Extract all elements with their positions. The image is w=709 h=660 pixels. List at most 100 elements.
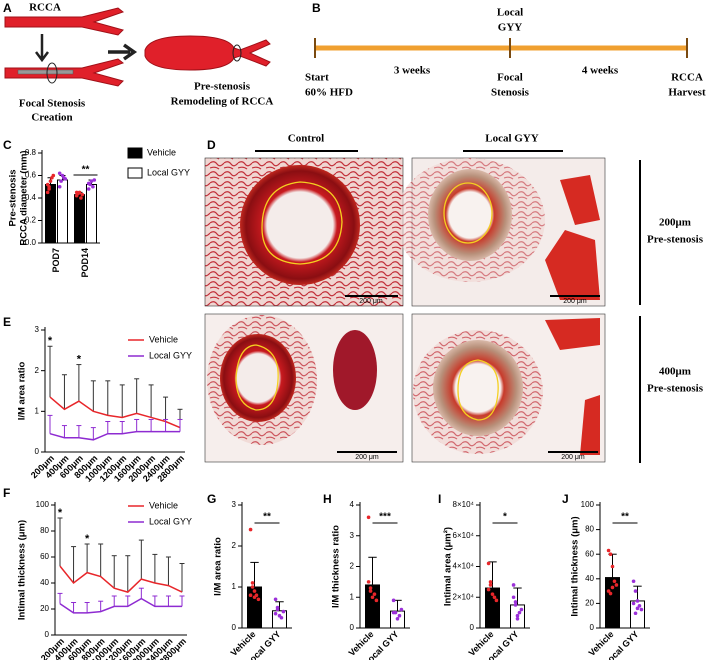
data-point [86, 187, 91, 191]
data-point [370, 595, 375, 600]
y-tick-label: 3 [35, 325, 40, 334]
timeline-label: Focal [497, 72, 523, 84]
data-point [395, 616, 400, 621]
data-point [92, 178, 97, 182]
data-point [519, 607, 524, 612]
timeline-label: Start [305, 72, 329, 84]
data-point [511, 595, 516, 600]
significance-label: * [85, 533, 90, 545]
data-point [57, 171, 62, 176]
row-label: 400μm [659, 366, 691, 378]
suture [232, 44, 242, 62]
timeline-label: GYY [498, 22, 523, 34]
arrow [108, 43, 138, 61]
suture [46, 62, 58, 84]
data-point [637, 604, 642, 608]
y-tick-label: 60 [40, 552, 49, 561]
panel-label: E [3, 315, 11, 329]
scale-bar-label: 200 μm [563, 298, 587, 305]
data-point [256, 597, 261, 602]
data-point [273, 611, 278, 616]
significance-label: ** [82, 165, 90, 176]
data-point [486, 587, 491, 592]
data-point [511, 583, 516, 587]
data-point [63, 177, 68, 181]
line-series [49, 396, 181, 429]
panel-d: D Control Local GYY 200 μm 200 μm 200 μm… [204, 133, 704, 463]
bar [247, 586, 262, 629]
data-point [488, 580, 493, 584]
data-point [608, 552, 613, 556]
data-point [399, 607, 404, 612]
y-tick-label: 0 [35, 447, 40, 456]
step-label: Focal Stenosis [19, 98, 86, 110]
data-point [86, 181, 91, 186]
data-point [610, 564, 615, 569]
y-tick-label: 100 [581, 500, 595, 509]
legend-label: Local GYY [149, 516, 192, 526]
row-label: 200μm [659, 217, 691, 229]
histology-image [411, 313, 606, 463]
legend-swatch [127, 147, 143, 159]
panel-label: C [3, 138, 12, 152]
data-point [252, 595, 257, 600]
histology-image [204, 313, 404, 463]
data-point [45, 182, 50, 187]
result-label: Remodeling of RCCA [171, 96, 274, 108]
arrow [35, 34, 49, 63]
data-point [633, 589, 638, 593]
data-point [635, 606, 640, 611]
data-point [59, 179, 63, 183]
data-point [57, 184, 62, 189]
histology-image [204, 157, 404, 307]
data-point [47, 187, 51, 191]
data-point [633, 611, 638, 616]
panel-label: J [562, 492, 569, 506]
data-point [488, 583, 493, 587]
x-tick-label: POD7 [51, 248, 61, 273]
timeline-label: 3 weeks [394, 65, 431, 77]
legend-swatch [127, 167, 143, 179]
data-point [273, 597, 278, 602]
data-point [248, 527, 253, 532]
data-point [89, 179, 94, 183]
y-tick-label: 0.2 [25, 216, 37, 225]
data-point [486, 561, 491, 566]
panel-label: I [438, 492, 441, 506]
significance-label: ** [263, 512, 271, 523]
result-label: Pre-stenosis [194, 81, 251, 93]
data-point [279, 615, 284, 620]
data-point [513, 600, 518, 604]
row-label: Pre-stenosis [647, 383, 704, 395]
bar [86, 184, 97, 244]
data-point [372, 592, 377, 596]
data-point [391, 610, 396, 615]
data-point [606, 589, 611, 593]
data-point [517, 610, 522, 615]
data-point [275, 607, 280, 612]
data-point [48, 179, 53, 183]
data-point [639, 607, 644, 612]
panel-label: B [312, 1, 321, 15]
column-header: Control [288, 133, 324, 145]
significance-label: *** [379, 512, 391, 523]
data-point [492, 595, 497, 600]
panel-label: G [207, 492, 216, 506]
y-tick-label: 1 [350, 592, 355, 601]
y-tick-label: 0.6 [25, 171, 37, 180]
y-axis-label: RCCA diameter (mm) [19, 150, 30, 245]
y-tick-label: 1 [232, 582, 237, 591]
panel-label: F [3, 486, 10, 500]
y-tick-label: 2 [350, 562, 355, 571]
y-tick-label: 0 [232, 623, 237, 632]
data-point [614, 583, 619, 587]
data-point [368, 586, 373, 590]
y-tick-label: 80 [40, 526, 49, 535]
step-label: Creation [31, 112, 72, 124]
data-point [79, 196, 83, 200]
bar [57, 179, 68, 244]
data-point [397, 613, 402, 618]
significance-label: * [77, 353, 82, 365]
data-point [515, 613, 520, 618]
